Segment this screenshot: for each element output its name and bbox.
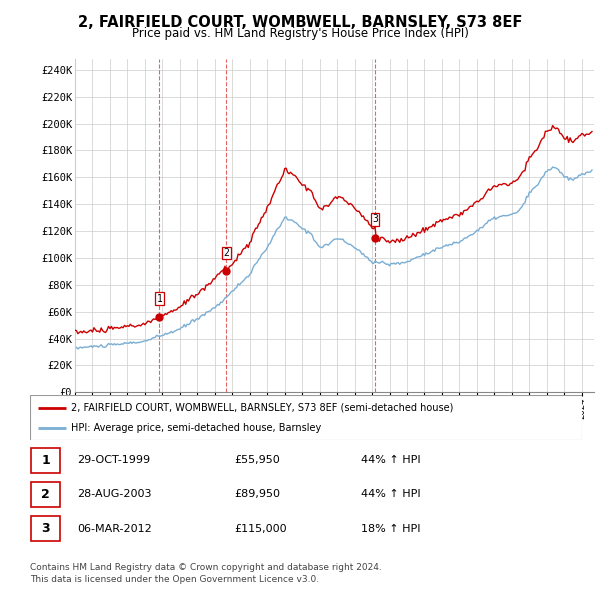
- Text: 44% ↑ HPI: 44% ↑ HPI: [361, 490, 421, 499]
- Text: 2: 2: [41, 488, 50, 501]
- FancyBboxPatch shape: [31, 516, 60, 541]
- Text: £89,950: £89,950: [234, 490, 280, 499]
- Text: 3: 3: [41, 522, 50, 535]
- FancyBboxPatch shape: [31, 482, 60, 507]
- FancyBboxPatch shape: [31, 448, 60, 473]
- Text: 06-MAR-2012: 06-MAR-2012: [77, 524, 152, 533]
- Text: 18% ↑ HPI: 18% ↑ HPI: [361, 524, 421, 533]
- Text: This data is licensed under the Open Government Licence v3.0.: This data is licensed under the Open Gov…: [30, 575, 319, 584]
- Text: £115,000: £115,000: [234, 524, 287, 533]
- Text: 44% ↑ HPI: 44% ↑ HPI: [361, 455, 421, 465]
- Text: 29-OCT-1999: 29-OCT-1999: [77, 455, 150, 465]
- Text: 2, FAIRFIELD COURT, WOMBWELL, BARNSLEY, S73 8EF: 2, FAIRFIELD COURT, WOMBWELL, BARNSLEY, …: [78, 15, 522, 30]
- Text: Price paid vs. HM Land Registry's House Price Index (HPI): Price paid vs. HM Land Registry's House …: [131, 27, 469, 40]
- Text: 3: 3: [372, 214, 378, 224]
- Text: £55,950: £55,950: [234, 455, 280, 465]
- Text: 2, FAIRFIELD COURT, WOMBWELL, BARNSLEY, S73 8EF (semi-detached house): 2, FAIRFIELD COURT, WOMBWELL, BARNSLEY, …: [71, 403, 454, 412]
- Text: HPI: Average price, semi-detached house, Barnsley: HPI: Average price, semi-detached house,…: [71, 424, 322, 434]
- FancyBboxPatch shape: [30, 395, 582, 440]
- Text: Contains HM Land Registry data © Crown copyright and database right 2024.: Contains HM Land Registry data © Crown c…: [30, 563, 382, 572]
- Text: 1: 1: [157, 294, 163, 304]
- Text: 28-AUG-2003: 28-AUG-2003: [77, 490, 151, 499]
- Text: 2: 2: [223, 248, 229, 258]
- Text: 1: 1: [41, 454, 50, 467]
